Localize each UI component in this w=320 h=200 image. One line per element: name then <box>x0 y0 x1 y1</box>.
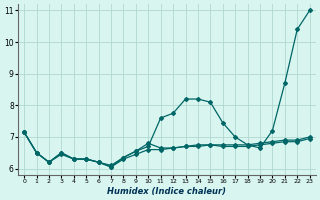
X-axis label: Humidex (Indice chaleur): Humidex (Indice chaleur) <box>108 187 226 196</box>
